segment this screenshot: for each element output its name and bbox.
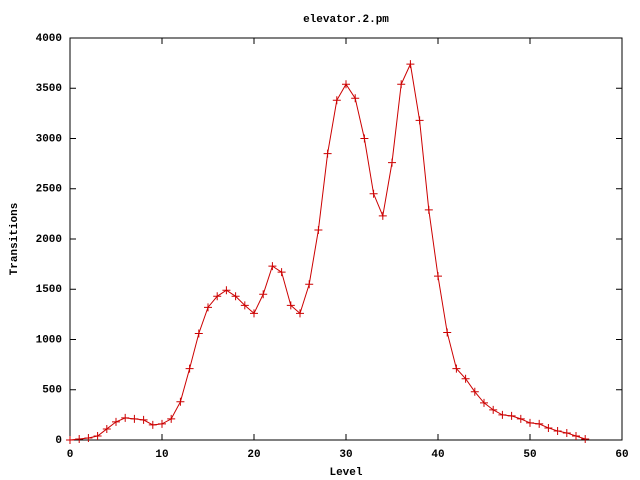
- data-point: [286, 301, 295, 310]
- data-point: [259, 290, 268, 299]
- data-point: [378, 211, 387, 220]
- data-point: [305, 280, 314, 289]
- data-point: [148, 420, 157, 429]
- data-point: [516, 414, 525, 423]
- y-tick-label: 4000: [36, 33, 62, 45]
- data-point: [296, 309, 304, 318]
- x-tick-label: 20: [247, 449, 260, 461]
- data-point: [498, 410, 507, 419]
- data-point: [112, 417, 120, 426]
- y-tick-label: 1000: [36, 334, 62, 346]
- data-point: [66, 436, 74, 444]
- data-point: [360, 134, 369, 143]
- data-point: [480, 398, 488, 407]
- x-tick-label: 60: [615, 449, 628, 461]
- data-point: [406, 60, 415, 69]
- y-tick-label: 3000: [36, 133, 62, 145]
- data-point: [93, 431, 102, 440]
- data-point: [167, 414, 176, 423]
- data-point: [470, 387, 479, 396]
- data-point: [231, 292, 240, 301]
- data-point: [507, 411, 516, 420]
- data-point: [222, 286, 231, 295]
- data-point: [452, 364, 461, 373]
- x-tick-label: 30: [339, 449, 352, 461]
- data-point: [424, 205, 433, 214]
- data-point: [388, 158, 396, 167]
- data-point: [84, 433, 93, 442]
- data-point: [415, 116, 424, 125]
- data-point: [443, 328, 452, 337]
- data-point: [121, 413, 130, 422]
- data-line: [69, 62, 586, 441]
- data-point: [130, 414, 139, 423]
- y-tick-label: 2000: [36, 234, 62, 246]
- data-point: [581, 434, 590, 443]
- data-point: [185, 364, 194, 373]
- x-axis-label: Level: [329, 467, 362, 479]
- data-point: [562, 428, 571, 437]
- x-tick-label: 50: [523, 449, 536, 461]
- data-point: [314, 225, 323, 234]
- data-point: [277, 268, 286, 277]
- data-point: [342, 80, 350, 89]
- data-point: [461, 374, 470, 383]
- x-tick-label: 40: [431, 449, 444, 461]
- data-point: [553, 426, 562, 435]
- data-point: [213, 292, 222, 301]
- data-point: [75, 434, 84, 443]
- x-tick-label: 0: [67, 449, 74, 461]
- data-point: [268, 262, 277, 271]
- data-point: [544, 423, 553, 432]
- y-tick-label: 2500: [36, 184, 62, 196]
- plot-border: [69, 37, 623, 441]
- y-tick-label: 3500: [36, 83, 62, 95]
- data-point: [332, 96, 341, 105]
- y-tick-label: 0: [55, 435, 62, 447]
- data-point: [351, 94, 360, 103]
- data-point: [434, 272, 442, 281]
- data-point: [572, 431, 580, 440]
- data-point: [102, 424, 111, 433]
- data-point: [176, 397, 185, 406]
- data-point: [240, 301, 249, 310]
- data-point: [397, 80, 406, 89]
- data-point: [158, 419, 166, 428]
- y-tick-label: 500: [42, 385, 62, 397]
- data-point: [535, 419, 544, 428]
- data-point: [250, 309, 258, 318]
- data-point: [194, 329, 203, 338]
- x-tick-label: 10: [155, 449, 168, 461]
- data-point: [323, 149, 332, 158]
- y-axis-label: Transitions: [9, 203, 21, 276]
- data-point: [369, 189, 378, 198]
- data-point: [526, 418, 534, 427]
- data-point: [139, 415, 148, 424]
- data-point: [204, 303, 212, 312]
- data-point: [489, 405, 498, 414]
- y-tick-label: 1500: [36, 284, 62, 296]
- chart-title: elevator.2.pm: [303, 14, 389, 26]
